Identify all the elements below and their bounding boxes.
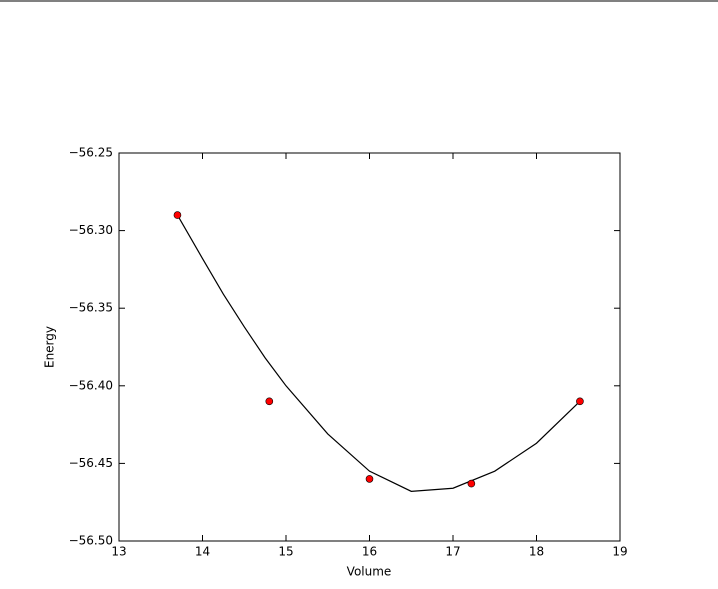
y-tick-label: −56.30 [69, 223, 113, 237]
data-point [265, 397, 274, 406]
plot-frame [118, 152, 621, 542]
y-tick-label: −56.35 [69, 301, 113, 315]
y-tick-label: −56.25 [69, 146, 113, 160]
data-point [173, 211, 182, 219]
data-point [365, 475, 374, 483]
x-tick-label: 19 [612, 545, 627, 559]
x-tick-label: 13 [111, 545, 126, 559]
x-axis-label: Volume [347, 565, 392, 579]
y-axis-label: Energy [43, 326, 57, 368]
y-tick-label: −56.45 [69, 456, 113, 470]
x-tick-label: 17 [445, 545, 460, 559]
x-tick-label: 14 [195, 545, 210, 559]
data-point [576, 397, 584, 406]
fit-curve [176, 214, 581, 492]
y-tick-label: −56.40 [69, 378, 113, 392]
y-tick-label: −56.50 [69, 534, 113, 548]
x-tick-label: 15 [278, 545, 293, 559]
data-point [467, 479, 476, 488]
x-tick-label: 16 [362, 545, 377, 559]
x-tick-label: 18 [529, 545, 544, 559]
